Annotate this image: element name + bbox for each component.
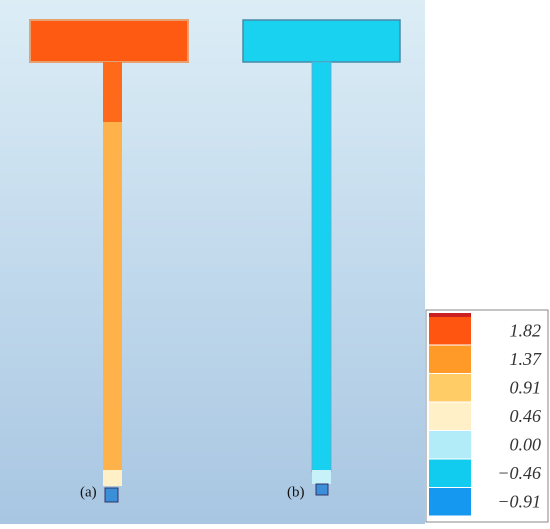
support bbox=[315, 483, 329, 496]
legend-swatch bbox=[429, 402, 471, 430]
column bbox=[311, 61, 332, 473]
column bbox=[103, 122, 122, 482]
legend-swatch bbox=[429, 374, 471, 402]
legend-label: −0.91 bbox=[497, 491, 541, 511]
legend-label: 0.91 bbox=[510, 377, 542, 397]
background bbox=[0, 0, 425, 524]
column-base bbox=[312, 470, 331, 484]
legend-swatch bbox=[429, 317, 471, 345]
legend-swatch bbox=[429, 345, 471, 373]
support bbox=[104, 487, 119, 503]
legend-cap bbox=[429, 313, 471, 317]
legend: 1.82 1.37 0.91 0.46 0.00 −0.46 −0.91 bbox=[425, 309, 549, 523]
legend-swatch bbox=[429, 488, 471, 516]
column-top bbox=[103, 62, 122, 122]
legend-swatch bbox=[429, 459, 471, 487]
panel-label: (a) bbox=[80, 484, 97, 500]
model-b: (b) bbox=[242, 19, 401, 500]
beam bbox=[242, 19, 401, 63]
panel-label: (b) bbox=[287, 484, 305, 500]
beam bbox=[29, 19, 189, 63]
legend-label: −0.46 bbox=[497, 463, 541, 483]
legend-label: 1.82 bbox=[510, 320, 542, 340]
legend-label: 0.00 bbox=[510, 434, 542, 454]
column-base bbox=[103, 470, 122, 486]
legend-swatch bbox=[429, 431, 471, 459]
model-a: (a) bbox=[29, 19, 189, 503]
legend-label: 0.46 bbox=[510, 406, 542, 426]
legend-label: 1.37 bbox=[510, 349, 543, 369]
